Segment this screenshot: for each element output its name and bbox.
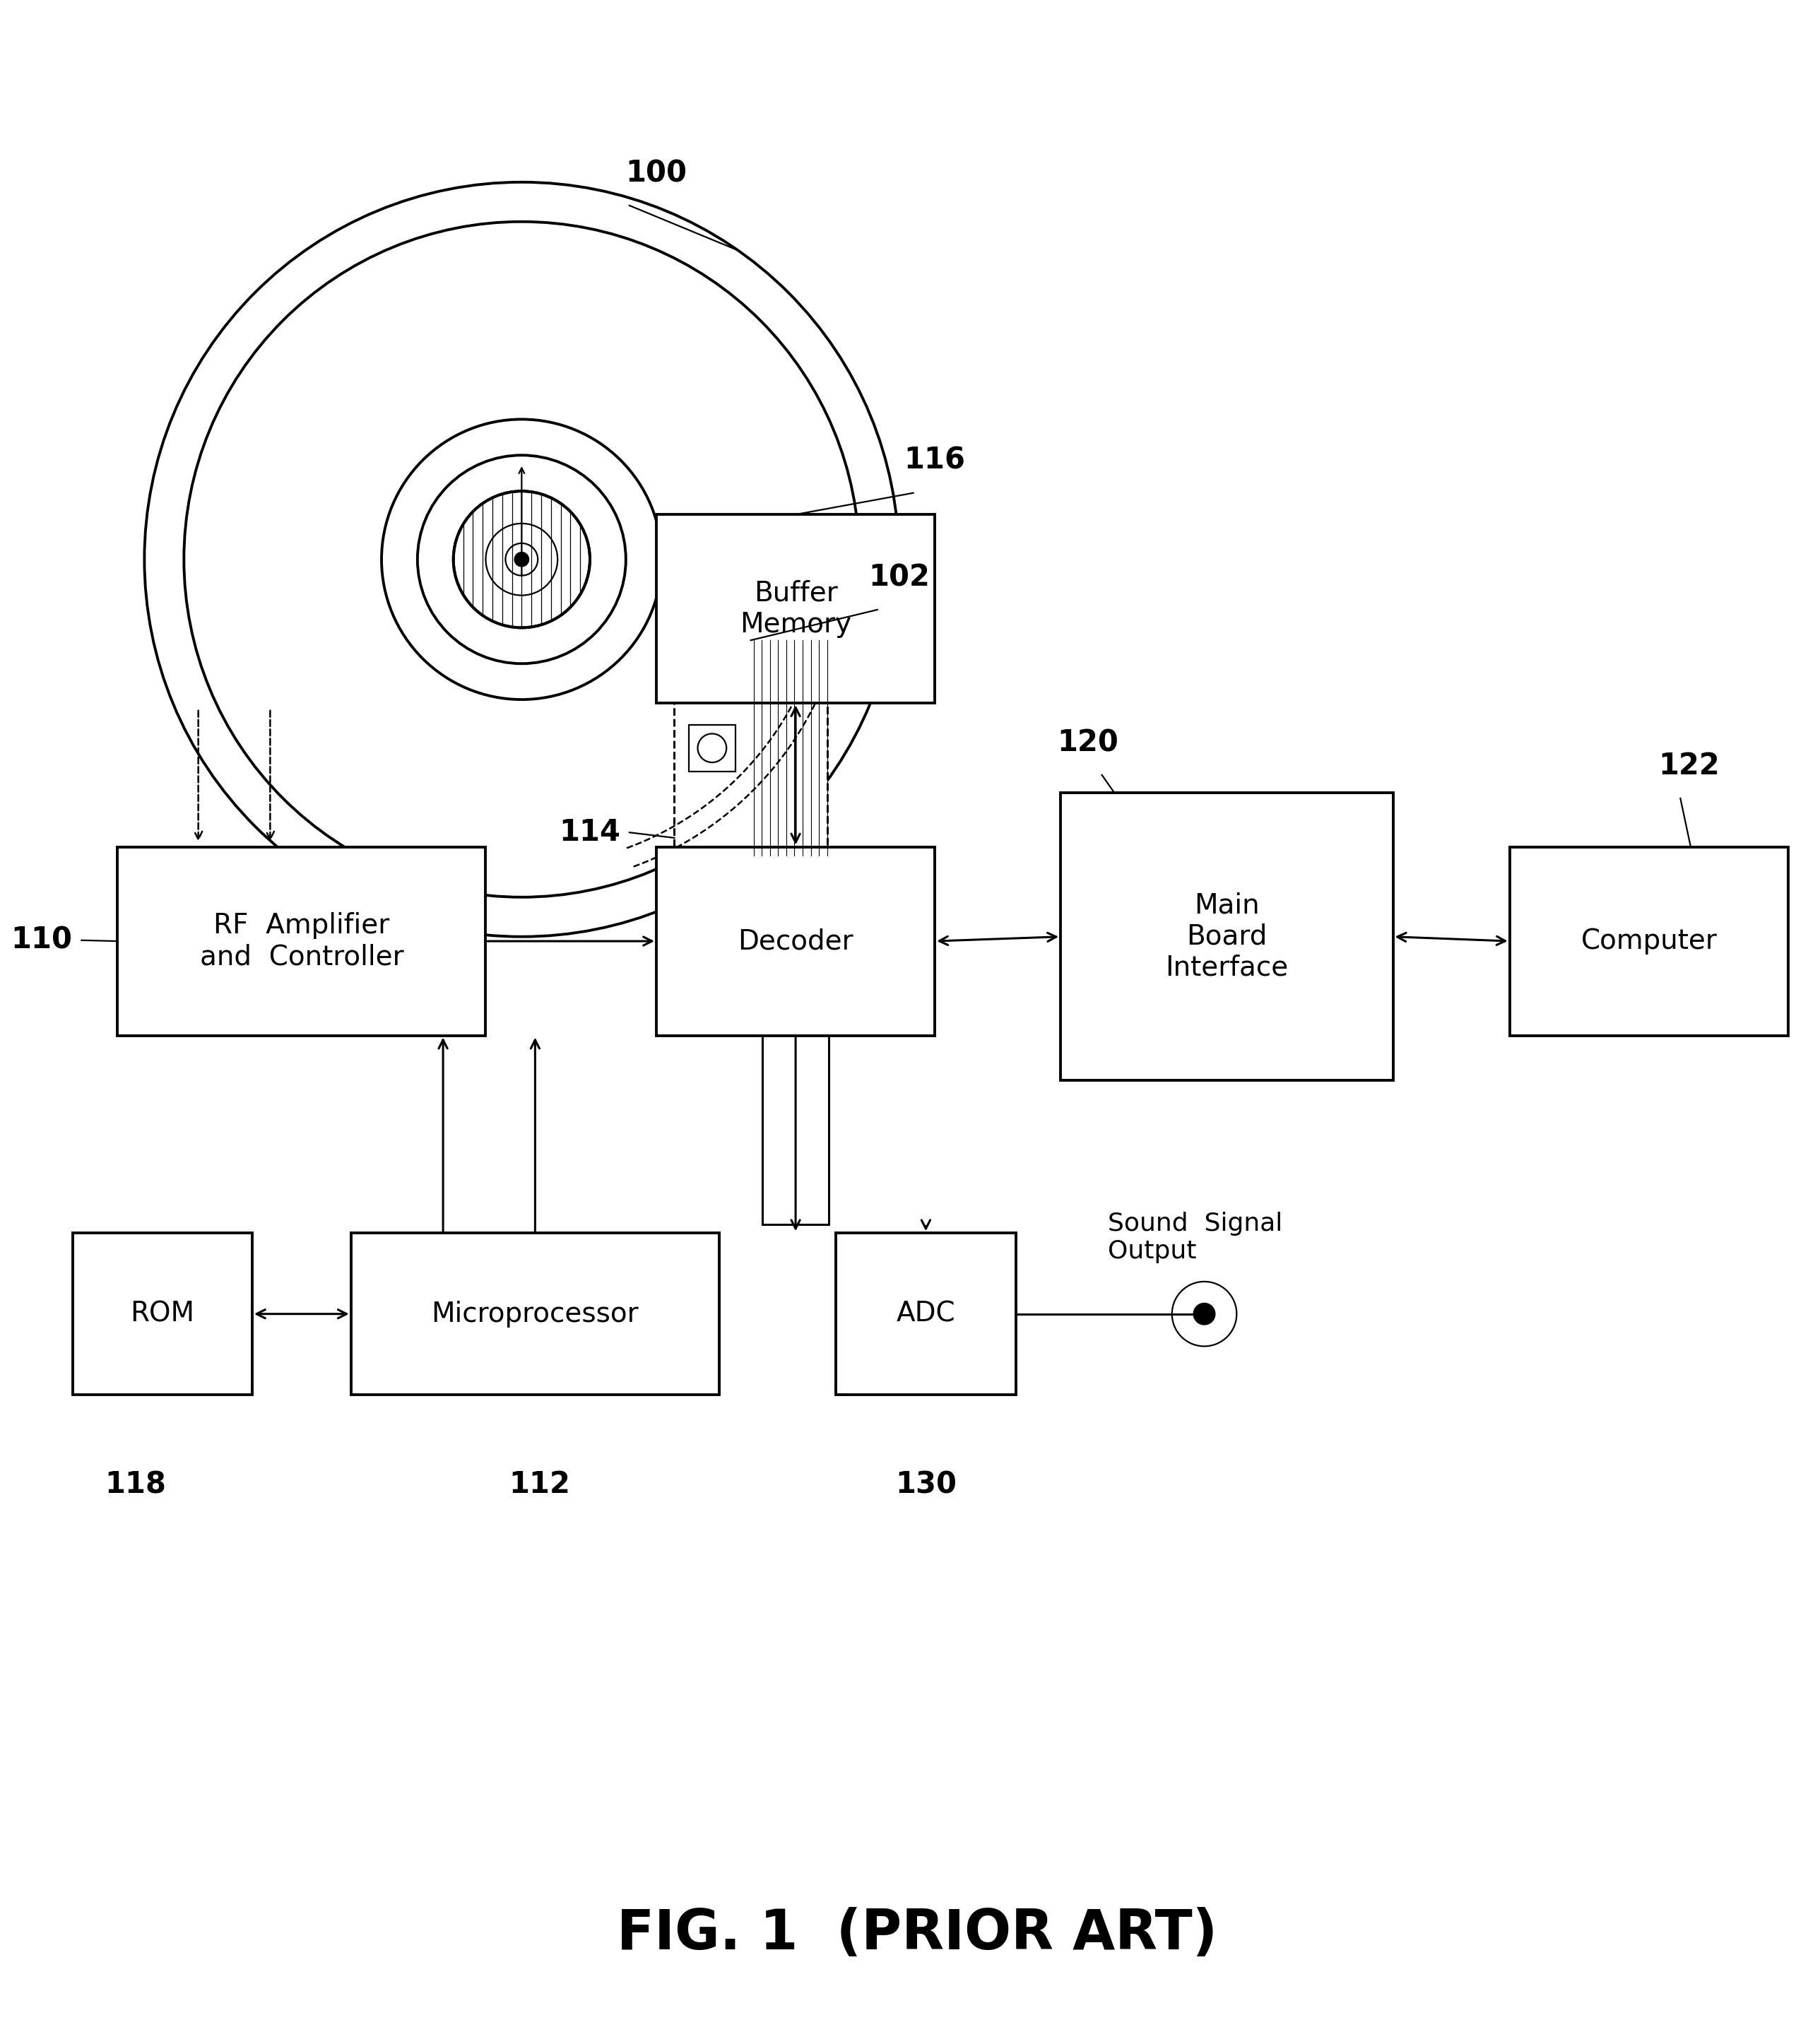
Bar bbox=[835, 1233, 1016, 1394]
Circle shape bbox=[515, 552, 530, 566]
Text: FIG. 1  (PRIOR ART): FIG. 1 (PRIOR ART) bbox=[617, 1907, 1218, 1960]
Text: 100: 100 bbox=[626, 157, 688, 188]
Bar bbox=[657, 515, 935, 703]
Bar bbox=[688, 726, 735, 771]
Text: 114: 114 bbox=[559, 818, 621, 848]
Text: Computer: Computer bbox=[1582, 928, 1716, 955]
Bar bbox=[1511, 846, 1787, 1036]
Bar bbox=[675, 640, 826, 856]
Bar bbox=[73, 1233, 253, 1394]
Bar bbox=[1061, 793, 1392, 1081]
Circle shape bbox=[453, 491, 590, 628]
Text: 102: 102 bbox=[868, 562, 930, 593]
Text: ADC: ADC bbox=[895, 1300, 956, 1327]
Text: Sound  Signal
Output: Sound Signal Output bbox=[1108, 1212, 1283, 1263]
Text: 112: 112 bbox=[510, 1470, 570, 1500]
Text: 130: 130 bbox=[895, 1470, 957, 1500]
Text: Buffer
Memory: Buffer Memory bbox=[739, 580, 852, 638]
Text: RF  Amplifier
and  Controller: RF Amplifier and Controller bbox=[200, 912, 404, 971]
Text: 116: 116 bbox=[905, 446, 966, 476]
Bar bbox=[657, 846, 935, 1036]
Text: Decoder: Decoder bbox=[737, 928, 854, 955]
Text: 118: 118 bbox=[106, 1470, 166, 1500]
Circle shape bbox=[1194, 1304, 1216, 1325]
Text: ROM: ROM bbox=[131, 1300, 195, 1327]
Text: Main
Board
Interface: Main Board Interface bbox=[1165, 891, 1289, 981]
Text: 110: 110 bbox=[11, 926, 73, 955]
Text: Microprocessor: Microprocessor bbox=[431, 1300, 639, 1327]
Text: 120: 120 bbox=[1057, 728, 1117, 758]
Bar bbox=[351, 1233, 719, 1394]
Bar bbox=[118, 846, 486, 1036]
Text: 122: 122 bbox=[1658, 750, 1720, 781]
